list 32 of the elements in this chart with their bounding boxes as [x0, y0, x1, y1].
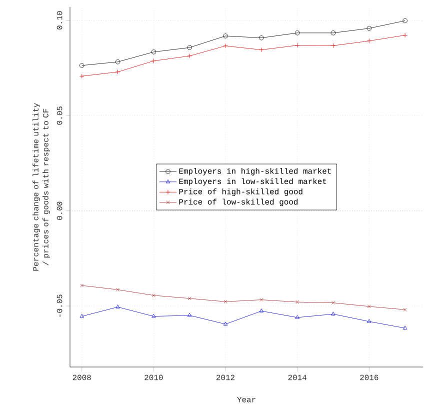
- point: [116, 304, 120, 308]
- point: [223, 43, 228, 48]
- point: [187, 54, 192, 58]
- point: [330, 43, 336, 48]
- point: [188, 296, 192, 300]
- point: [151, 58, 156, 64]
- point: [116, 288, 120, 292]
- point: [294, 30, 300, 36]
- point: [259, 308, 264, 312]
- point: [187, 45, 192, 50]
- point: [115, 70, 120, 74]
- point: [187, 312, 192, 317]
- point: [259, 47, 264, 52]
- point: [259, 35, 264, 40]
- point: [223, 34, 228, 38]
- point: [152, 294, 156, 298]
- point: [367, 304, 371, 308]
- point: [224, 300, 228, 304]
- point: [296, 300, 300, 304]
- point: [115, 59, 120, 64]
- point: [366, 38, 372, 44]
- point: [331, 312, 336, 316]
- point: [294, 42, 300, 48]
- point: [366, 26, 372, 31]
- point: [223, 322, 228, 326]
- point: [152, 314, 156, 318]
- point: [330, 30, 336, 36]
- point: [331, 301, 335, 305]
- point: [295, 315, 300, 319]
- point: [151, 50, 156, 54]
- point: [367, 319, 372, 323]
- point: [260, 298, 264, 302]
